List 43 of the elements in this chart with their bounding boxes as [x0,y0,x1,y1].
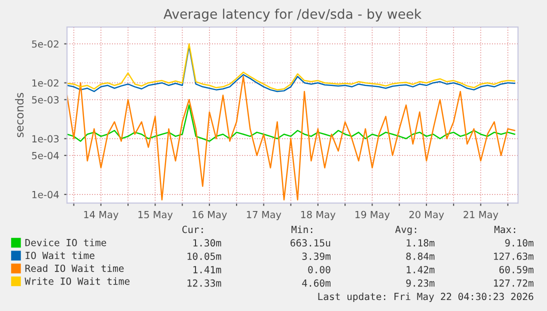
x-tick-label: 17 May [246,211,282,220]
line-series [67,104,516,142]
legend-label: Write IO Wait time [24,277,130,285]
y-tick-label: 5e-04 [32,152,59,160]
line-series [67,76,516,200]
text: Avg: [395,226,416,236]
text: Last update: Fri May 22 04:30:23 2026 [318,292,534,302]
x-tick-label: 19 May [355,210,390,220]
y-tick-label: 1e-02 [32,79,58,87]
text: 3.39m [302,252,330,260]
text: 127.72m [494,279,534,287]
x-tick-label: 14 May [84,211,118,220]
text: 9.23m [406,279,434,287]
x-tick-label: 21 May [464,210,498,220]
text: 1.30m [193,239,222,247]
text: Max: [494,226,516,234]
legend-label: Read IO Wait time [25,264,124,272]
text: 10.05m [188,252,222,260]
text: 1.18m [406,239,434,247]
text: 8.84m [406,252,434,260]
text: Min: [292,226,312,233]
x-tick-label: 16 May [192,210,227,220]
text: 9.10m [505,239,534,247]
text: 1.42m [406,266,434,274]
text: 1.41m [193,266,222,274]
text: Cur: [182,226,203,234]
text: 663.15u [290,239,330,247]
y-tick-label: 5e-03 [32,96,59,104]
y-axis-title: seconds [15,92,24,138]
text: 60.59m [499,266,534,274]
y-tick-label: 1e-04 [32,190,59,198]
x-tick-label: 20 May [409,210,444,220]
legend-label: Device IO time [25,238,106,246]
chart-title: Average latency for /dev/sda - by week [164,8,422,22]
text: 12.33m [188,279,222,287]
x-tick-label: 15 May [138,211,173,220]
y-tick-label: 5e-02 [32,40,58,48]
legend-label: IO Wait time [26,252,94,260]
y-tick-label: 1e-03 [32,135,59,142]
x-tick-label: 18 May [301,210,336,220]
text: 127.63m [494,252,534,260]
text: 0.00 [308,266,330,274]
text: 4.60m [302,279,330,287]
